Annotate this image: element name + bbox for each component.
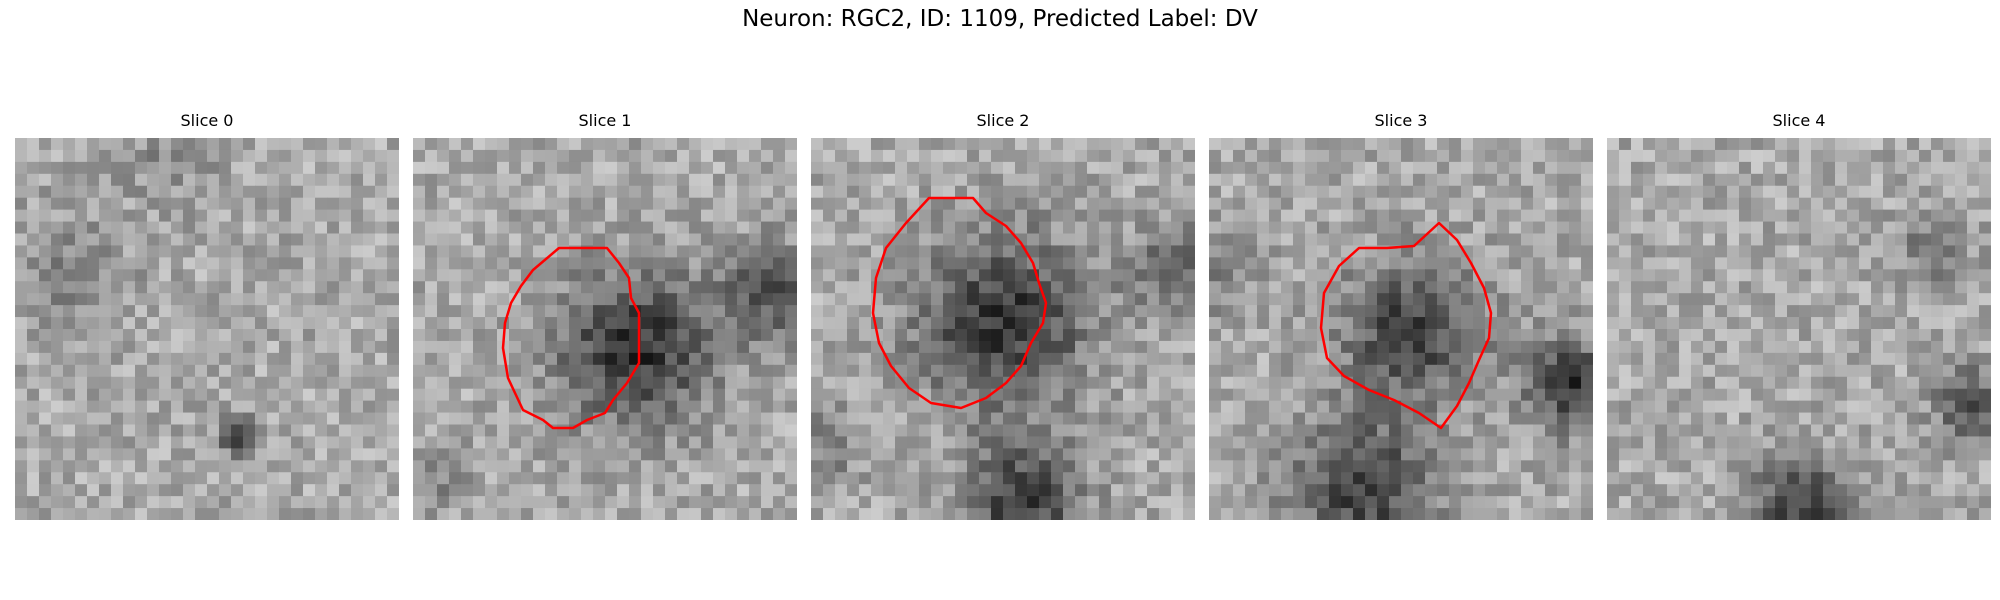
slice-panel-4: Slice 4 xyxy=(1607,110,1991,520)
slice-title: Slice 1 xyxy=(578,111,632,130)
slice-title: Slice 0 xyxy=(180,111,234,130)
grayscale-image xyxy=(1209,138,1593,520)
segmentation-contour xyxy=(501,246,641,430)
grayscale-image xyxy=(811,138,1195,520)
segmentation-contour xyxy=(1319,221,1493,430)
slice-title: Slice 3 xyxy=(1374,111,1428,130)
slice-panel-3: Slice 3 xyxy=(1209,110,1593,520)
slice-panel-0: Slice 0 xyxy=(15,110,399,520)
slice-title: Slice 4 xyxy=(1772,111,1826,130)
slice-panel-2: Slice 2 xyxy=(811,110,1195,520)
slice-title: Slice 2 xyxy=(976,111,1030,130)
grayscale-image xyxy=(15,138,399,520)
slice-panel-1: Slice 1 xyxy=(413,110,797,520)
grayscale-image xyxy=(1607,138,1991,520)
figure-title: Neuron: RGC2, ID: 1109, Predicted Label:… xyxy=(742,6,1258,32)
grayscale-image xyxy=(413,138,797,520)
segmentation-contour xyxy=(871,196,1048,410)
